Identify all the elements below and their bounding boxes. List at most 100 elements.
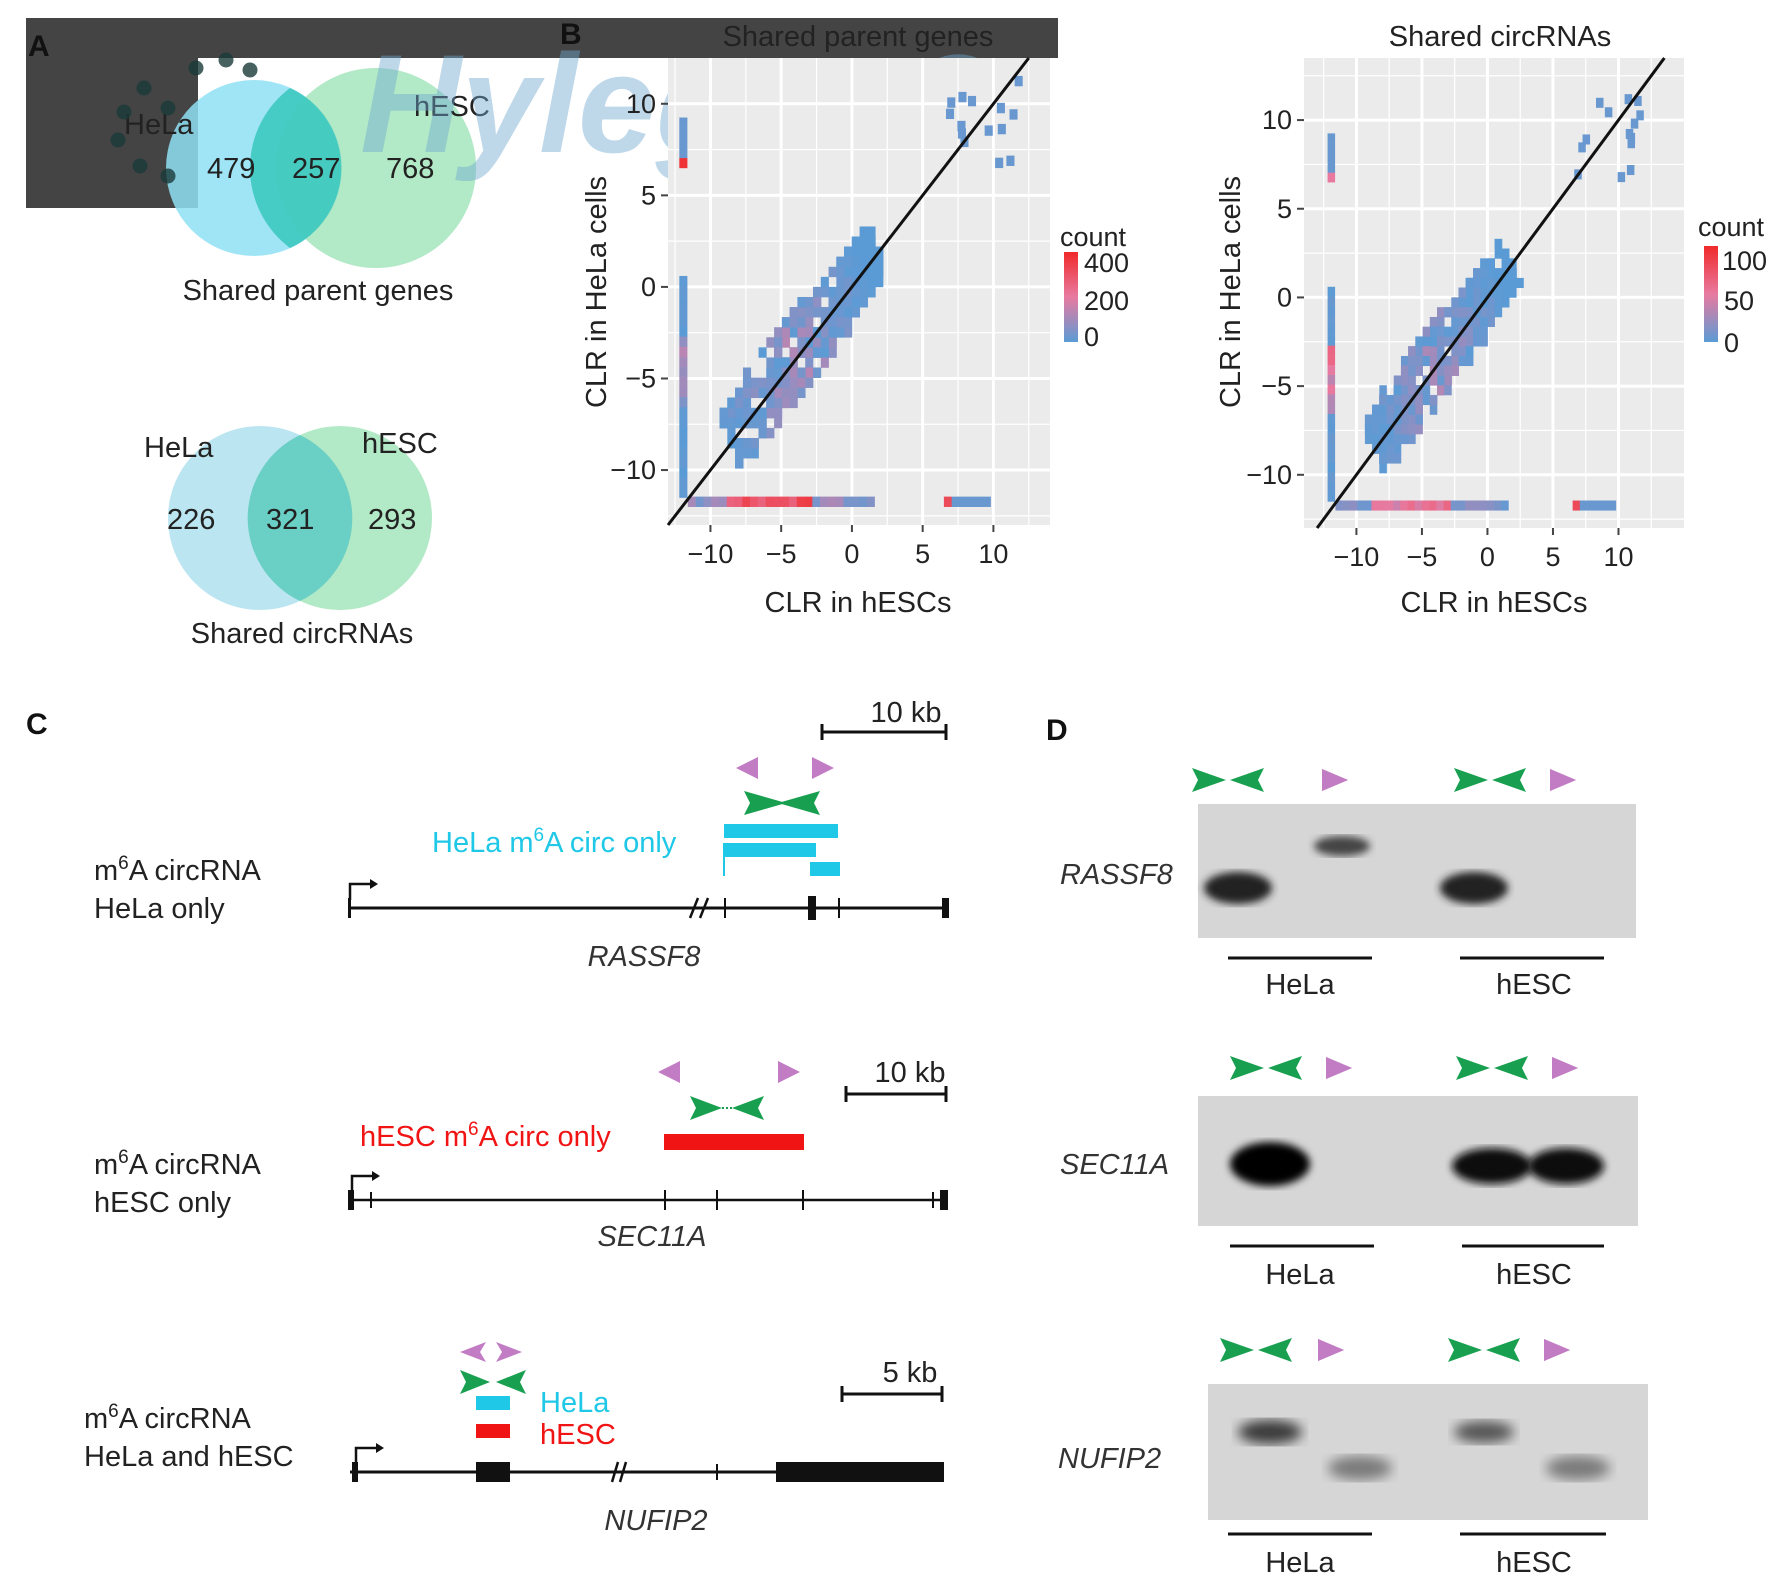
circ-label-hesc: hESC [540,1419,616,1451]
heatmap-cell [1494,248,1503,259]
heatmap-cell [1006,155,1015,166]
heatmap-cell [695,496,704,507]
heatmap-cell [1372,404,1380,415]
watermark-burst-icon [110,52,258,184]
heatmap-cell [813,337,822,348]
heatmap-cell [859,496,868,507]
heatmap-cell [828,337,837,348]
heatmap-cell [1407,500,1416,511]
heatmap-cell [750,448,759,459]
band [1204,872,1272,904]
heatmap-cell [797,307,806,318]
heatmap-cell [1465,307,1474,318]
heatmap-cell [679,346,688,357]
lane-label-hela: HeLa [1265,1547,1335,1579]
heatmap-cell [1379,385,1387,396]
heatmap-cell [1594,500,1602,511]
circrna-bar-3 [810,862,840,876]
heatmap-cell [1480,268,1488,279]
heatmap-cell [727,397,736,409]
heatmap-cell [1457,500,1466,511]
heatmap-cell [1364,500,1372,511]
heatmap-cell [1572,500,1581,511]
heatmap-cell [967,95,977,107]
venn-right-label: hESC [362,428,438,460]
heatmap-cell [805,296,814,308]
heatmap-cell [1437,375,1445,386]
heatmap-cell [735,458,744,469]
venn-intersection [247,435,353,601]
heatmap-cell [781,397,790,409]
heatmap-cell [1473,297,1481,308]
heatmap-cell [1400,394,1409,406]
heatmap-cell [1422,394,1431,406]
heatmap-cell [828,347,837,358]
break-mark-icon [688,897,700,919]
heatmap-cell [1327,374,1336,385]
heatmap-cell [1587,500,1595,511]
chart-shared-circrnas: Shared circRNAs −10 −5 0 5 10 −10 −5 0 5 10 CLR … [1215,21,1767,619]
venn-title: Shared parent genes [183,275,454,307]
heatmap-cell [679,117,688,128]
heatmap-cell [679,366,688,377]
heatmap-cell [1408,434,1416,445]
heatmap-cell [1400,355,1409,367]
heatmap-cell [766,337,775,348]
heatmap-cell [1487,277,1495,288]
heatmap-cell [844,317,853,328]
venn-title: Shared circRNAs [191,618,413,650]
venn-right-label: hESC [414,91,490,123]
heatmap-cell [1385,500,1394,511]
heatmap-cell [820,347,829,358]
heatmap-cell [1516,277,1524,288]
heatmap-cell [750,377,759,388]
heatmap-cell [1578,142,1586,153]
heatmap-cell [1386,404,1395,415]
heatmap-cell [1473,287,1481,298]
heatmap-cell [742,387,752,399]
heatmap-cell [781,337,790,348]
lane-label-hesc: hESC [1496,1547,1572,1579]
heatmap-cell [679,275,688,287]
heatmap-cell [1379,414,1387,425]
venn-parent-genes: HeLa hESC 479 257 768 Shared parent gene… [124,68,490,307]
y-axis-label: CLR in HeLa cells [1215,176,1247,408]
divergent-primer-right-icon [778,1061,800,1083]
band [1238,1420,1302,1444]
heatmap-cells [1327,94,1644,511]
heatmap-cell [836,256,845,268]
convergent-primer-right-icon [496,1370,526,1394]
heatmap-cell [766,427,775,439]
heatmap-cell [1451,316,1459,327]
heatmap-cell [1472,500,1480,511]
heatmap-cell [774,337,783,348]
heatmap-cell [813,307,822,318]
heatmap-cell [679,286,688,297]
heatmap-cell [820,276,829,288]
model-label-line1: m6A circRNA [94,1147,262,1181]
lane-label-hesc: hESC [1496,1259,1572,1291]
heatmap-cell [679,127,688,138]
heatmap-cell [766,367,775,378]
heatmap-cell [1327,462,1336,473]
legend-label-mid: 50 [1724,286,1754,316]
heatmap-cell [727,407,736,419]
heatmap-cell [1327,491,1336,502]
heatmap-cell [1429,336,1438,347]
lane-label-hela: HeLa [1265,1259,1335,1291]
heatmap-cell [1501,248,1510,259]
heatmap-cell [727,417,736,429]
heatmap-cell [805,317,814,328]
heatmap-cell [958,91,967,103]
heatmap-cell [766,357,775,368]
circrna-bar-hesc [476,1424,510,1438]
heatmap-cell [1624,94,1633,105]
y-tick-label: 10 [1262,105,1292,135]
model-label-line2: HeLa and hESC [84,1441,294,1473]
heatmap-cell [867,246,876,258]
color-legend: count 400 200 0 [1060,222,1129,352]
heatmap-cell [766,377,775,388]
heatmap-cell [750,496,759,507]
heatmap-cell [995,157,1004,169]
heatmap-cell [1009,109,1018,120]
